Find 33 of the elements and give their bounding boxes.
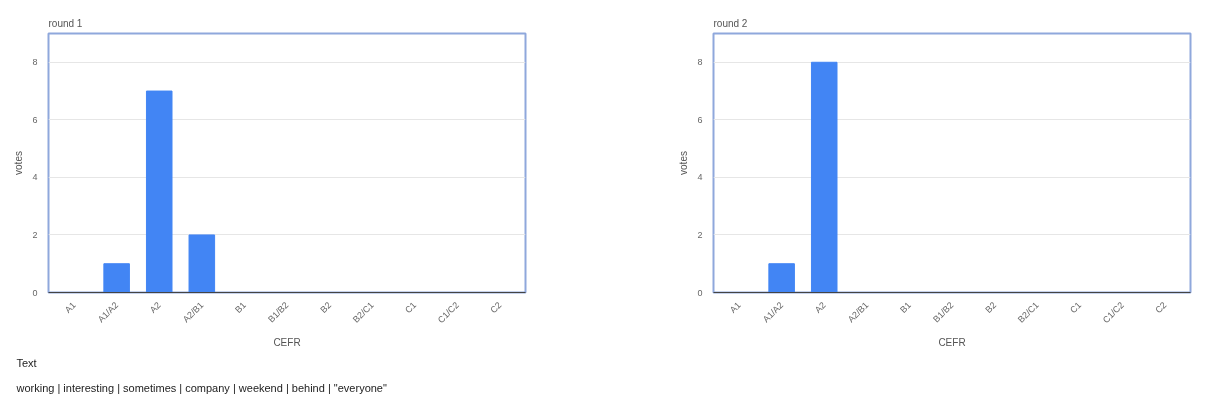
y-tick-label: 4	[697, 172, 703, 183]
text: working | interesting | sometimes | company | weekend | behind | "everyone"	[15, 382, 387, 394]
x-tick-label: B1	[898, 299, 913, 315]
y-tick-label: 6	[32, 114, 38, 125]
x-tick-label: B2	[318, 299, 334, 315]
y-axis-title: votes	[678, 151, 690, 175]
x-tick-label: A1	[727, 299, 743, 315]
x-tick-label: C1	[403, 299, 419, 316]
x-tick-label: A2	[812, 299, 828, 315]
y-tick-label: 4	[32, 172, 38, 183]
y-tick-label: 8	[32, 57, 38, 68]
x-tick-label: C2	[488, 299, 504, 316]
y-axis-title: votes	[13, 151, 25, 175]
x-tick-label: B1	[233, 299, 248, 315]
x-tick-label: C1	[1068, 299, 1084, 316]
x-tick-label: B2	[983, 299, 999, 315]
y-tick-label: 2	[32, 229, 38, 240]
text: Text	[16, 357, 37, 369]
chart-title: round 2	[713, 17, 748, 29]
bar	[103, 263, 130, 293]
chart-title: round 1	[48, 17, 83, 29]
y-tick-label: 0	[32, 287, 38, 298]
y-tick-label: 0	[697, 287, 703, 298]
y-tick-label: 6	[697, 114, 703, 125]
x-tick-label: A1	[62, 299, 78, 315]
bar	[188, 234, 216, 293]
x-tick-label: A2	[147, 299, 163, 315]
x-tick-label: C2	[1153, 299, 1169, 316]
y-tick-label: 2	[697, 229, 703, 240]
x-axis-title: CEFR	[273, 336, 301, 348]
x-axis-title: CEFR	[938, 336, 966, 348]
y-tick-label: 8	[697, 57, 703, 68]
bar	[145, 90, 173, 293]
